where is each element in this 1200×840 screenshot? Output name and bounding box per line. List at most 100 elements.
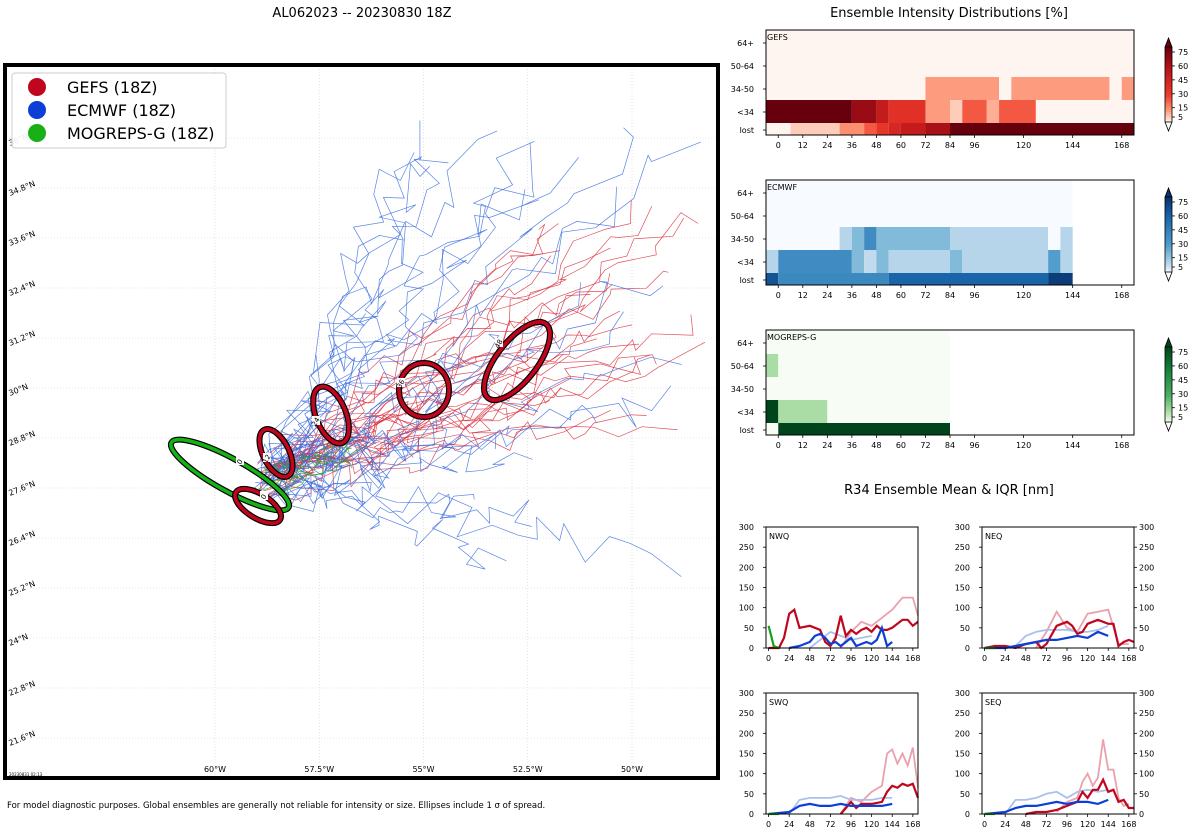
y-tick-label-right: 300 [1139,523,1154,532]
y-tick-label: 300 [739,689,754,698]
x-tick-label: 12 [798,291,808,300]
y-tick-label: 64+ [737,339,754,348]
r34-panel-label: SEQ [985,698,1001,707]
x-tick-label: 24 [822,141,832,150]
colorbar-segment [1165,57,1172,60]
ellipse-gefs-0h-label-bg [260,491,268,500]
r34-series-ecmwf-iqr [788,794,893,815]
y-tick-label: 250 [739,709,754,718]
r34-series-ecmwf-mean [768,802,893,816]
colorbar-segment [1165,264,1172,268]
ensemble-track [283,382,532,495]
colorbar-segment [1165,254,1172,258]
r34-series-ecmwf-mean [984,798,1109,816]
ensemble-track [277,205,653,468]
y-tick-label-left: 200 [955,563,970,572]
x-tick-label: 120 [1080,820,1095,829]
r34-series-gefs-mean [768,607,919,650]
legend-box [11,72,227,149]
heatmap-cell [839,123,865,135]
colorbar-tick-label: 60 [1178,212,1188,221]
colorbar-segment [1165,97,1172,100]
colorbar-tick-label: 45 [1178,226,1188,235]
x-tick-label: 168 [1121,654,1136,663]
heatmap-cell [1035,100,1134,123]
longitude-labels: 60°W 57.5°W 55°W 52.5°W 50°W [204,765,643,774]
colorbar-segment [1165,242,1172,245]
ensemble-track [270,273,611,473]
ensemble-track [268,270,669,471]
r34-plot-area [982,693,1134,814]
y-tick-label: 0 [749,810,754,819]
colorbar-extend-max [1164,186,1173,198]
y-tick-label: <34 [737,408,754,417]
heatmap-cell [778,423,950,435]
y-tick-label-left: 300 [955,523,970,532]
colorbar-segment [1165,414,1172,418]
r34-plot-area [766,527,918,648]
r34-panel-nwq: NWQ 0 50 100 150 200 250 300 0 24 48 72 96 120 144 168 [739,523,921,663]
map-frame [3,63,720,780]
heatmap-cell [766,123,791,135]
colorbar-tick-label: 75 [1178,348,1188,357]
r34-panel-neq: NEQ 0 0 50 50 100 100 150 150 200 200 250 250 300 300 0… [955,523,1155,663]
colorbar-segment [1165,374,1172,378]
y-tick-label: 34-50 [731,85,754,94]
colorbar-segment [1165,217,1172,220]
colorbar-segment [1165,407,1172,410]
colorbar-segment [1165,252,1172,255]
ensemble-track [275,445,367,493]
heatmap-cell [950,100,963,123]
ensemble-track [268,445,352,487]
ensemble-track [270,474,682,577]
colorbar-tick-label: 5 [1178,413,1183,422]
x-tick-label: 168 [1114,441,1129,450]
colorbar-segment [1165,262,1172,265]
y-tick-label: 34-50 [731,235,754,244]
x-tick-label: 36 [847,141,857,150]
timestamp-stamp: 20230831 02:13 [9,772,43,777]
colorbar-frame [1164,196,1173,273]
x-tick-label: 0 [776,141,781,150]
heatmap-cell [1109,77,1122,100]
ensemble-track [257,127,634,464]
heatmap-cell [888,273,1049,285]
y-tick-label-left: 0 [965,810,970,819]
y-tick-label: 300 [739,523,754,532]
r34-series-mogreps-mean [767,625,780,650]
ellipse-mogreps-0h-label-bg [236,456,244,465]
colorbar-tick-label: 5 [1178,113,1183,122]
colorbar-segment [1165,107,1172,110]
colorbar-segment [1165,244,1172,248]
y-tick-label-right: 300 [1139,689,1154,698]
x-tick-label: 168 [1114,291,1129,300]
x-tick-label: 72 [825,654,835,663]
heatmap-cell [851,100,877,123]
y-tick-label: 150 [739,750,754,759]
heatmap-cell [864,250,877,273]
y-tick-label: <34 [737,108,754,117]
y-tick-label-left: 100 [955,770,970,779]
heatmap-cell [778,273,889,285]
heatmap-cell [1121,77,1134,100]
heatmap-cell [1060,250,1073,273]
x-tick-label: 24 [784,654,794,663]
lon-label: 50°W [621,765,643,774]
ensemble-track [270,472,532,527]
y-tick-label-left: 150 [955,750,970,759]
ellipse-gefs-12h-label: 12 [261,453,272,465]
colorbar-segment [1165,232,1172,235]
x-tick-label: 48 [871,141,881,150]
y-tick-label-right: 200 [1139,563,1154,572]
colorbar-segment [1165,367,1172,370]
colorbar-segment [1165,112,1172,115]
ensemble-track [270,404,597,471]
colorbar-tick-label: 30 [1178,240,1188,249]
x-tick-label: 144 [1101,654,1116,663]
x-tick-label: 60 [896,291,906,300]
y-tick-label-left: 200 [955,729,970,738]
heatmap-mogreps-g: MOGREPS-G 64+ 50-64 34-50 <34 lost 0 12 24 36 48 60… [731,329,1188,450]
x-tick-label: 120 [1080,654,1095,663]
y-tick-label: 200 [739,563,754,572]
colorbar-segment [1165,52,1172,55]
